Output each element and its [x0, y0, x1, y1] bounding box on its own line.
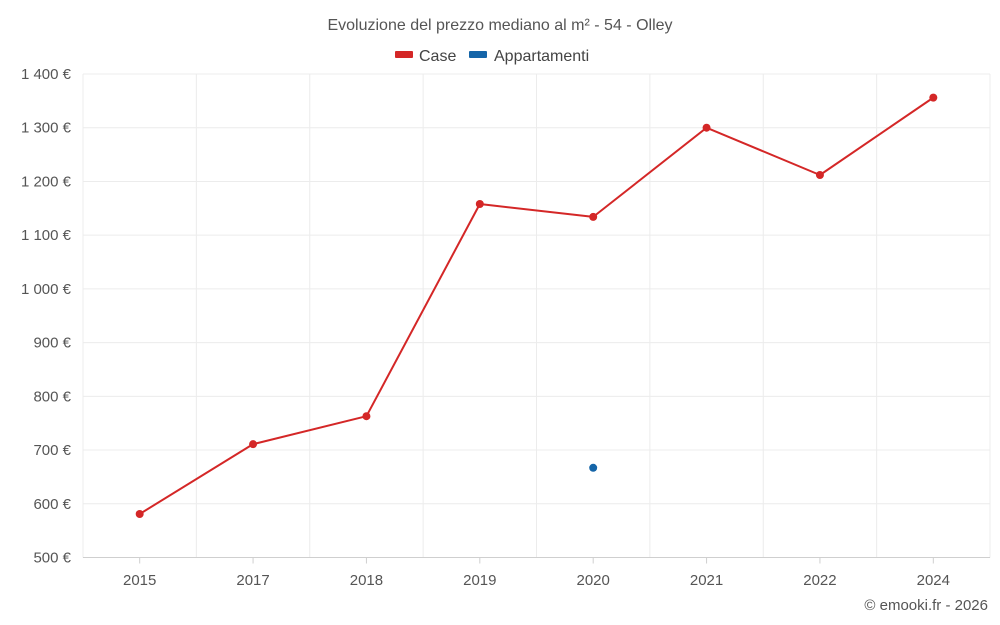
legend-label-appartamenti: Appartamenti	[494, 48, 589, 65]
y-tick-label: 1 300 €	[21, 120, 72, 137]
x-axis-ticks: 2015 2017 2018 2019 2020 2021 2022 2024	[123, 557, 950, 589]
credit-text: © emooki.fr - 2026	[864, 597, 988, 614]
data-point-case-2020[interactable]	[589, 212, 598, 221]
y-axis-ticks: 500 € 600 € 700 € 800 € 900 € 1 000 € 1 100 € 1…	[21, 66, 72, 567]
grid	[82, 73, 991, 558]
data-point-appartamenti-2020[interactable]	[589, 463, 598, 472]
y-tick-label: 500 €	[33, 550, 71, 567]
series-line-case	[139, 96, 934, 515]
series	[135, 93, 938, 518]
data-point-case-2019[interactable]	[475, 200, 484, 209]
y-tick-label: 900 €	[33, 335, 71, 352]
legend-label-case: Case	[419, 48, 456, 65]
legend-swatch-appartamenti	[469, 51, 487, 58]
x-tick-label: 2024	[917, 572, 950, 589]
data-point-case-2024[interactable]	[929, 93, 938, 102]
x-tick-label: 2017	[236, 572, 269, 589]
data-point-case-2018[interactable]	[362, 412, 371, 421]
x-tick-label: 2022	[803, 572, 836, 589]
data-point-case-2021[interactable]	[702, 123, 711, 132]
x-tick-label: 2015	[123, 572, 156, 589]
legend-item-appartamenti[interactable]: Appartamenti	[469, 48, 589, 65]
x-tick-label: 2018	[350, 572, 383, 589]
data-point-case-2022[interactable]	[815, 170, 824, 179]
x-tick-label: 2021	[690, 572, 723, 589]
chart-title: Evoluzione del prezzo mediano al m² - 54…	[327, 17, 672, 34]
x-tick-label: 2019	[463, 572, 496, 589]
y-tick-label: 1 100 €	[21, 227, 72, 244]
data-point-case-2015[interactable]	[135, 509, 144, 518]
y-tick-label: 600 €	[33, 496, 71, 513]
legend-item-case[interactable]: Case	[395, 48, 456, 65]
y-tick-label: 700 €	[33, 442, 71, 459]
y-tick-label: 1 000 €	[21, 281, 72, 298]
y-tick-label: 1 400 €	[21, 66, 72, 83]
y-tick-label: 1 200 €	[21, 173, 72, 190]
x-tick-label: 2020	[577, 572, 610, 589]
data-point-case-2017[interactable]	[249, 440, 258, 449]
legend-swatch-case	[395, 51, 413, 58]
legend: Case Appartamenti	[395, 48, 589, 65]
y-tick-label: 800 €	[33, 388, 71, 405]
